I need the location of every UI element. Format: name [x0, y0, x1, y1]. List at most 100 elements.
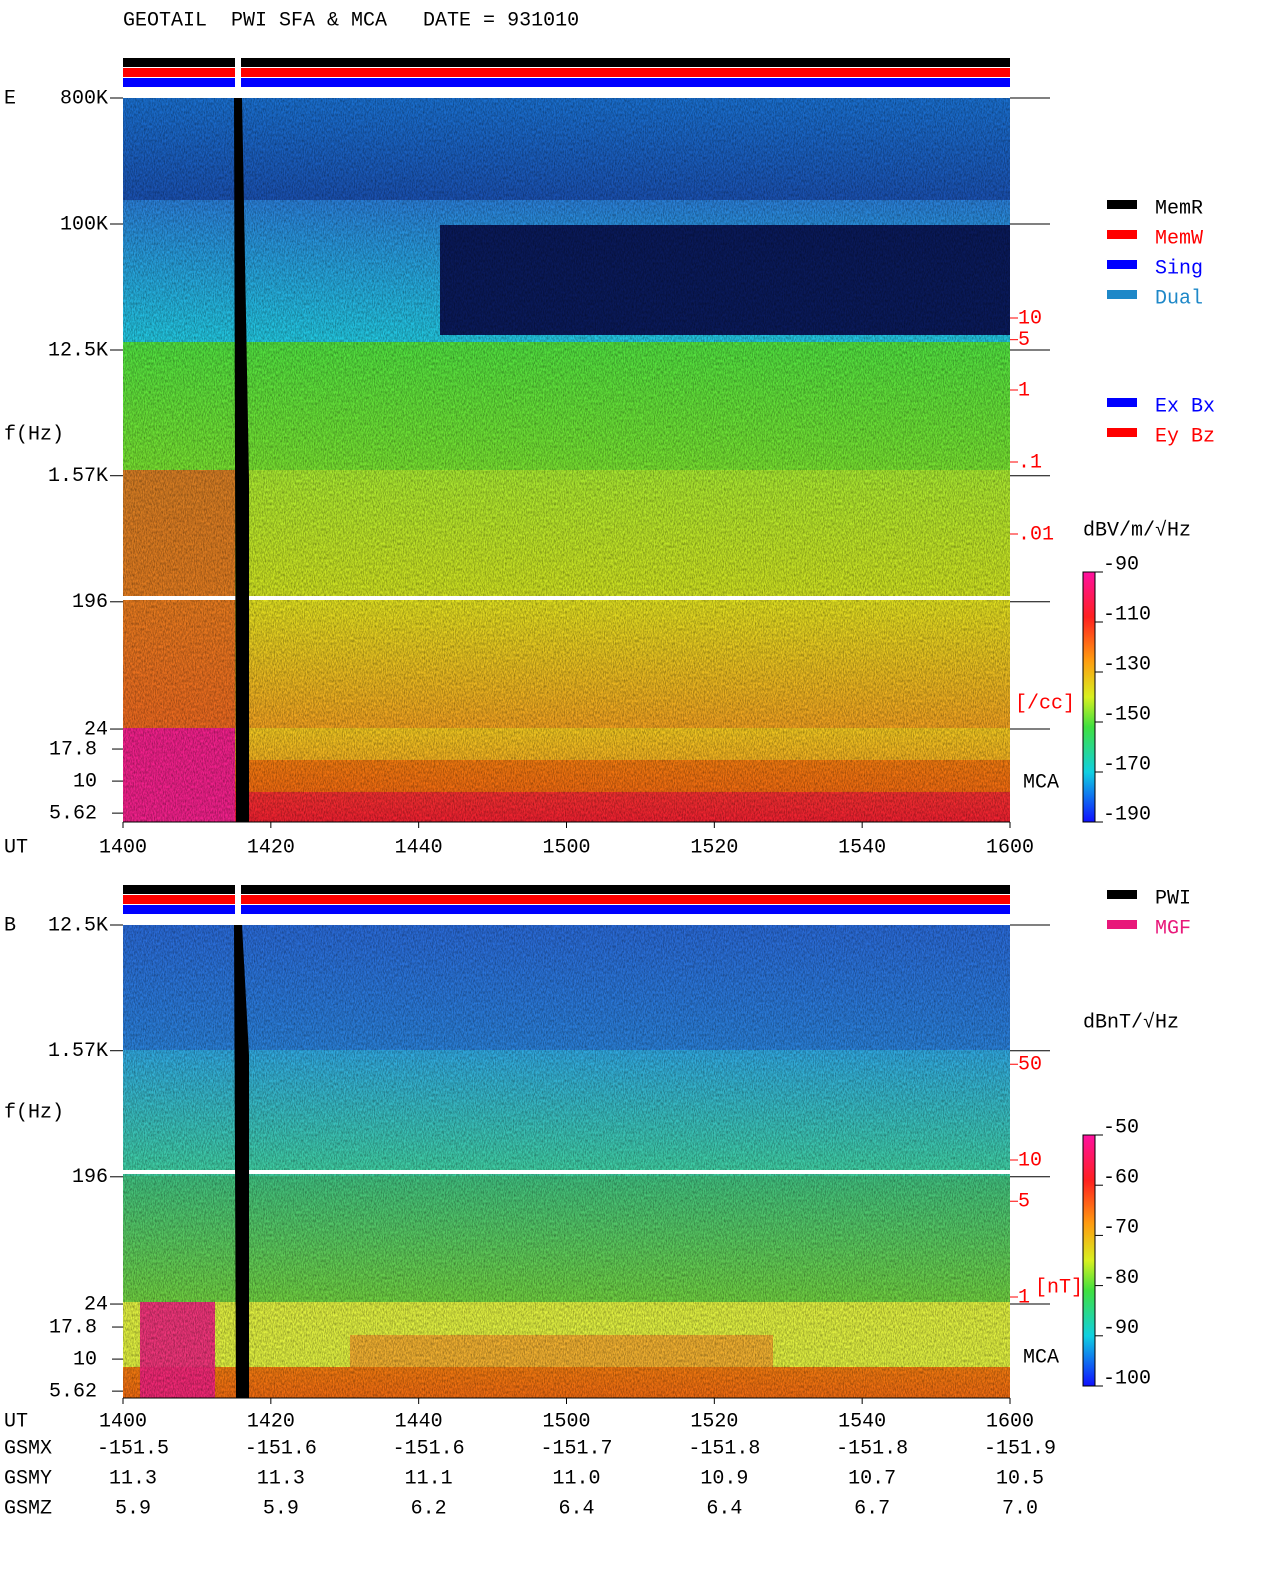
- ephemeris-value: 7.0: [1002, 1497, 1038, 1520]
- mode-stripe: [123, 895, 1010, 904]
- mode-marker: [235, 885, 241, 915]
- x-tick-label: 1600: [986, 1410, 1034, 1433]
- y-tick-label: 196: [72, 591, 108, 614]
- ephemeris-value: -151.9: [984, 1437, 1056, 1460]
- ephemeris-value: 6.4: [706, 1497, 742, 1520]
- mca-label: MCA: [1023, 1346, 1059, 1369]
- colorbar: [1082, 571, 1096, 823]
- legend-label: Ey Bz: [1155, 425, 1215, 448]
- colorbar-label: dBV/m/√Hz: [1083, 518, 1191, 542]
- mode-stripe: [123, 885, 1010, 894]
- legend-swatch: [1107, 890, 1137, 899]
- density-unit: [/cc]: [1015, 692, 1075, 715]
- ephemeris-value: -151.8: [688, 1437, 760, 1460]
- ephemeris-value: -151.8: [836, 1437, 908, 1460]
- legend-label: Ex Bx: [1155, 395, 1215, 418]
- density-tick-label: 5: [1018, 329, 1030, 352]
- component-label: B: [4, 914, 16, 937]
- mca-tick-label: 10: [73, 770, 97, 793]
- ephemeris-value: 11.3: [109, 1467, 157, 1490]
- colorbar-tick-label: -70: [1103, 1217, 1139, 1240]
- mca-tick-label: 10: [73, 1348, 97, 1371]
- colorbar-tick-label: -150: [1103, 703, 1151, 726]
- density-tick-label: 1: [1018, 379, 1030, 402]
- colorbar-tick-label: -90: [1103, 1317, 1139, 1340]
- y-axis-label: f(Hz): [4, 1101, 64, 1124]
- mode-stripe: [123, 905, 1010, 914]
- legend-swatch: [1107, 428, 1137, 437]
- colorbar-tick-label: -60: [1103, 1166, 1139, 1189]
- mca-tick-label: 5.62: [49, 1380, 97, 1403]
- x-axis-label: UT: [4, 1410, 28, 1433]
- ephemeris-value: 5.9: [263, 1497, 299, 1520]
- y-tick-label: 24: [84, 718, 108, 741]
- y-tick-label: 24: [84, 1293, 108, 1316]
- y-tick-label: 1.57K: [48, 465, 108, 488]
- legend-swatch: [1107, 290, 1137, 299]
- x-tick-label: 1400: [99, 1410, 147, 1433]
- ephemeris-value: 10.9: [700, 1467, 748, 1490]
- colorbar-tick-label: -170: [1103, 753, 1151, 776]
- ephemeris-value: -151.5: [97, 1437, 169, 1460]
- x-tick-label: 1400: [99, 836, 147, 859]
- x-tick-label: 1420: [247, 836, 295, 859]
- mca-tick-label: 17.8: [49, 1316, 97, 1339]
- legend-swatch: [1107, 920, 1137, 929]
- ephemeris-label: GSMY: [4, 1467, 52, 1490]
- y-tick-label: 196: [72, 1166, 108, 1189]
- mode-stripe: [123, 68, 1010, 77]
- colorbar-tick-label: -90: [1103, 553, 1139, 576]
- density-tick-label: 10: [1018, 307, 1042, 330]
- density-tick-label: 50: [1018, 1054, 1042, 1077]
- component-label: E: [4, 87, 16, 110]
- mca-tick-label: 17.8: [49, 738, 97, 761]
- x-tick-label: 1520: [690, 1410, 738, 1433]
- chart-title: GEOTAIL PWI SFA & MCA DATE = 931010: [123, 9, 579, 32]
- x-tick-label: 1600: [986, 836, 1034, 859]
- mode-stripe: [123, 58, 1010, 67]
- ephemeris-value: 6.4: [558, 1497, 594, 1520]
- colorbar: [1082, 1134, 1096, 1387]
- colorbar-tick-label: -80: [1103, 1267, 1139, 1290]
- density-tick-label: .1: [1018, 451, 1042, 474]
- density-unit: [nT]: [1035, 1276, 1083, 1299]
- colorbar-tick-label: -190: [1103, 803, 1151, 826]
- ephemeris-value: 6.7: [854, 1497, 890, 1520]
- y-tick-label: 1.57K: [48, 1040, 108, 1063]
- x-tick-label: 1440: [395, 1410, 443, 1433]
- x-tick-label: 1440: [395, 836, 443, 859]
- y-tick-label: 12.5K: [48, 914, 108, 937]
- x-tick-label: 1520: [690, 836, 738, 859]
- mca-tick-label: 5.62: [49, 802, 97, 825]
- ephemeris-value: 6.2: [411, 1497, 447, 1520]
- mode-marker: [235, 58, 241, 88]
- mca-label: MCA: [1023, 771, 1059, 794]
- legend-label: MemW: [1155, 227, 1203, 250]
- colorbar-tick-label: -100: [1103, 1367, 1151, 1390]
- ephemeris-value: -151.6: [245, 1437, 317, 1460]
- x-tick-label: 1500: [542, 836, 590, 859]
- spectrogram-noise: [123, 925, 1010, 1398]
- legend-label: Dual: [1155, 287, 1203, 310]
- legend-label: Sing: [1155, 257, 1203, 280]
- density-tick-label: 10: [1018, 1149, 1042, 1172]
- ephemeris-value: 10.7: [848, 1467, 896, 1490]
- x-tick-label: 1500: [542, 1410, 590, 1433]
- ephemeris-value: 11.3: [257, 1467, 305, 1490]
- ephemeris-value: 11.1: [405, 1467, 453, 1490]
- density-tick-label: 1: [1018, 1286, 1030, 1309]
- density-tick-label: 5: [1018, 1191, 1030, 1214]
- y-tick-label: 12.5K: [48, 339, 108, 362]
- legend-label: MGF: [1155, 917, 1191, 940]
- spectrogram-noise: [123, 98, 1010, 822]
- legend-swatch: [1107, 230, 1137, 239]
- legend-swatch: [1107, 200, 1137, 209]
- ephemeris-value: 11.0: [552, 1467, 600, 1490]
- colorbar-label: dBnT/√Hz: [1083, 1010, 1179, 1034]
- y-tick-label: 100K: [60, 213, 108, 236]
- x-tick-label: 1540: [838, 1410, 886, 1433]
- density-tick-label: .01: [1018, 523, 1054, 546]
- colorbar-tick-label: -110: [1103, 603, 1151, 626]
- ephemeris-label: GSMX: [4, 1437, 52, 1460]
